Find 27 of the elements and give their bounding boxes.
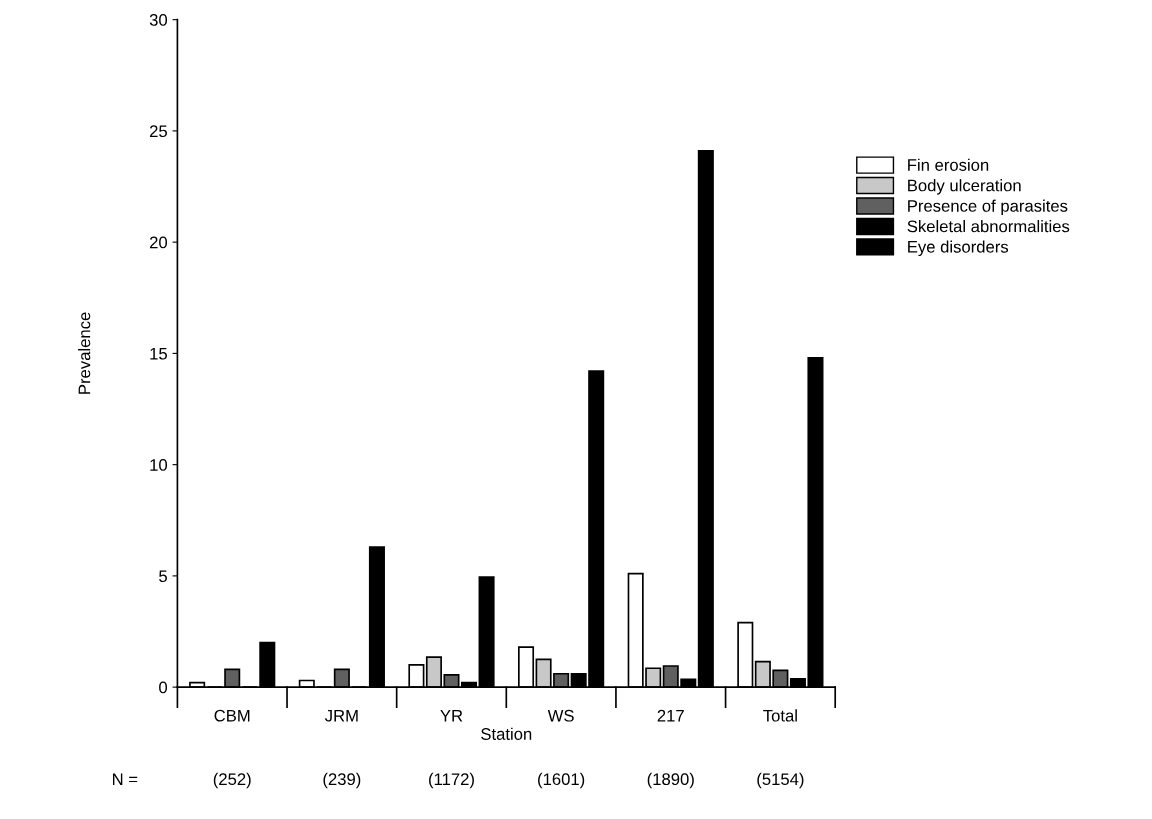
y-tick-label: 30 [149, 14, 168, 26]
legend-label: Eye disorders [908, 240, 1009, 257]
y-tick-label: 5 [159, 570, 167, 583]
x-tick-label: WS [547, 709, 574, 722]
x-tick-label: JRM [324, 709, 358, 722]
x-tick-label: CBM [214, 709, 250, 722]
x-tick-label: YR [440, 709, 463, 722]
y-tick-label: 0 [159, 681, 168, 694]
text: (1172) [429, 772, 474, 789]
y-tick-label: 25 [149, 125, 167, 138]
legend-label: Skeletal abnormalities [907, 220, 1070, 233]
y-tick-label: 20 [149, 236, 168, 249]
legend-label: Presence of parasites [908, 199, 1068, 216]
text: (1890) [647, 772, 694, 789]
text: (5154) [757, 772, 804, 789]
x-tick-label: Total [763, 709, 797, 722]
y-axis-title: Prevalence [78, 312, 91, 394]
legend-label: Body ulceration [908, 179, 1021, 195]
text: (252) [213, 772, 251, 789]
text: (239) [323, 772, 361, 789]
x-tick-label: 217 [657, 709, 684, 722]
text: (1601) [538, 772, 585, 789]
text: N = [113, 773, 138, 785]
y-tick-label: 10 [150, 459, 168, 471]
x-axis-title: Station [481, 727, 532, 740]
y-tick-label: 15 [150, 347, 167, 360]
legend-label: Fin erosion [908, 158, 989, 171]
